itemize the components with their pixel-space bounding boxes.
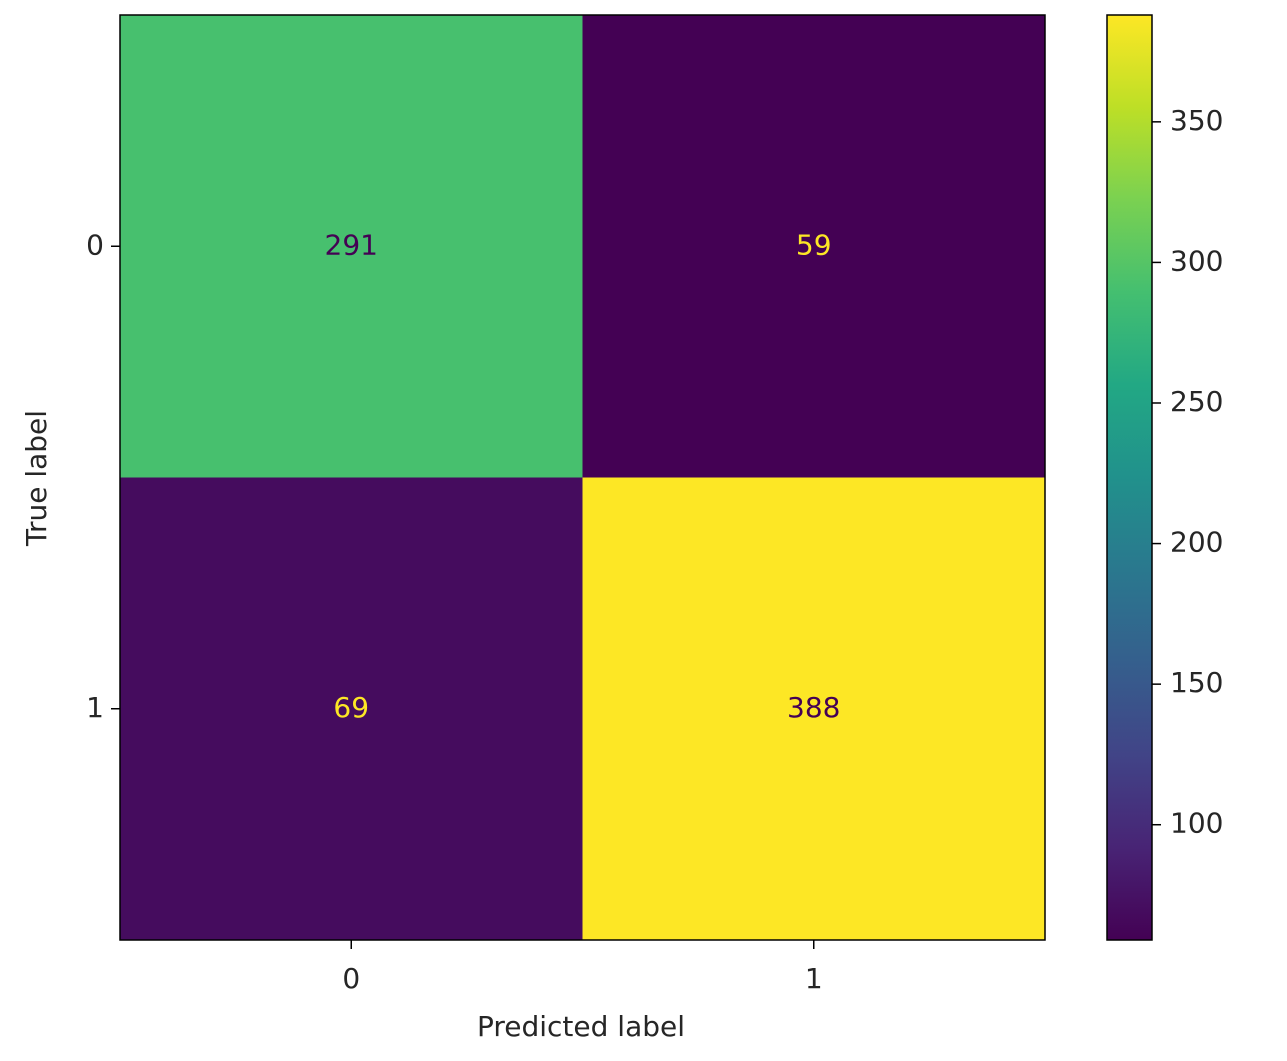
cell-value: 59 (796, 228, 832, 261)
plot-frame (119, 14, 1046, 941)
cell-value: 69 (333, 691, 369, 724)
heatmap-cell (582, 477, 1045, 940)
heatmap-cell (582, 15, 1045, 478)
colorbar-tick-label: 250 (1170, 385, 1223, 418)
colorbar-tick-label: 350 (1170, 104, 1223, 137)
heatmap-cell (120, 15, 583, 478)
heatmap-cell (120, 477, 583, 940)
colorbar-tick-label: 100 (1170, 807, 1223, 840)
cell-value: 388 (787, 691, 840, 724)
x-axis-label: Predicted label (477, 1010, 685, 1043)
colorbar-tick-label: 300 (1170, 244, 1223, 277)
y-tick-label: 0 (86, 228, 104, 261)
x-tick-label: 0 (342, 962, 360, 995)
colorbar (1106, 14, 1153, 941)
y-axis-label: True label (20, 410, 53, 547)
cell-value: 291 (325, 228, 378, 261)
colorbar-tick-label: 200 (1170, 526, 1223, 559)
colorbar-tick-label: 150 (1170, 666, 1223, 699)
y-tick-label: 1 (86, 691, 104, 724)
x-tick-label: 1 (805, 962, 823, 995)
